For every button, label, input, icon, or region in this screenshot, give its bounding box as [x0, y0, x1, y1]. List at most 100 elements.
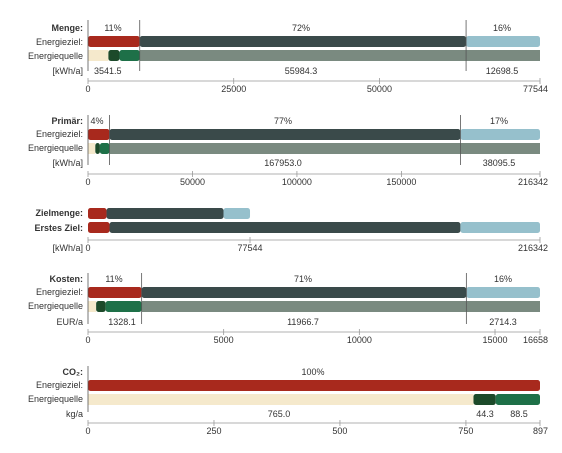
panel-kosten: Kosten: Energieziel: Energiequelle EUR/a…: [28, 274, 517, 327]
panel-title: CO₂:: [63, 367, 84, 377]
pct-label-2: 72%: [292, 23, 310, 33]
primaer-row1-bar-2: [109, 129, 461, 140]
ziel-row2-bar-2: [109, 222, 461, 233]
value-label-2: 167953.0: [264, 158, 302, 168]
kosten-tick-label-1: 0: [85, 335, 90, 345]
pct-label-3: 16%: [494, 274, 512, 284]
menge-row2-bar-3: [119, 50, 140, 61]
value-label-3: 88.5: [510, 409, 528, 419]
co2-tick-label-1: 0: [85, 426, 90, 436]
row2-label: Energiequelle: [28, 394, 83, 404]
menge-row1-bar-2: [139, 36, 467, 47]
kosten-row1-bar-3: [466, 287, 540, 298]
co2-tick-label-2: 250: [206, 426, 221, 436]
pct-label-1: 11%: [104, 23, 121, 33]
unit-label: kg/a: [66, 409, 83, 419]
co2-row2-bar-1: [88, 394, 474, 405]
primaer-row2-bar-4: [109, 143, 541, 154]
row1-label: Energieziel:: [36, 380, 83, 390]
primaer-tick-label-1: 0: [85, 177, 90, 187]
panel-title: Menge:: [52, 23, 84, 33]
ziel-row1-bar-3: [223, 208, 251, 219]
row2-label: Energiequelle: [28, 301, 83, 311]
primaer-row2-bar-3: [99, 143, 110, 154]
row2-label: Energiequelle: [28, 51, 83, 61]
pct-label-1: 11%: [105, 274, 122, 284]
primaer-tick-label-3: 100000: [282, 177, 312, 187]
pct-label-2: 71%: [294, 274, 312, 284]
menge-row2-bar-4: [139, 50, 541, 61]
kosten-tick-label-2: 5000: [214, 335, 234, 345]
kosten-row2-bar-4: [141, 301, 540, 312]
menge-row2-bar-1: [88, 50, 109, 61]
kosten-row2-bar-1: [88, 301, 97, 312]
primaer-tick-label-4: 150000: [386, 177, 416, 187]
kosten-row1-bar-2: [141, 287, 467, 298]
co2-tick-label-3: 500: [332, 426, 347, 436]
menge-tick-label-4: 77544: [523, 84, 548, 94]
value-label-1: 3541.5: [94, 66, 122, 76]
kosten-row1-bar-1: [88, 287, 142, 298]
unit-label: [kWh/a]: [52, 158, 83, 168]
row1-label: Energieziel:: [36, 37, 83, 47]
kosten-tick-label-4: 15000: [482, 335, 507, 345]
value-label-3: 12698.5: [486, 66, 519, 76]
value-label-3: 38095.5: [483, 158, 516, 168]
unit-label: EUR/a: [56, 317, 83, 327]
primaer-row1-bar-1: [88, 129, 110, 140]
primaer-row2-bar-2: [95, 143, 100, 154]
ziel-row2-bar-3: [460, 222, 540, 233]
menge-row1-bar-1: [88, 36, 140, 47]
panel-menge: Menge: Energieziel: Energiequelle [kWh/a…: [28, 23, 518, 76]
pct-label-1: 4%: [90, 116, 103, 126]
kosten-row2-bar-2: [96, 301, 106, 312]
panel-title: Kosten:: [50, 274, 84, 284]
row1-label: Energieziel:: [36, 129, 83, 139]
ziel-row1-bar-2: [106, 208, 224, 219]
kosten-tick-label-3: 10000: [347, 335, 372, 345]
menge-row1-bar-3: [466, 36, 540, 47]
menge-tick-label-1: 0: [85, 84, 90, 94]
value-label-2: 11966.7: [287, 317, 319, 327]
co2-row2-bar-2: [473, 394, 496, 405]
row2-label: Energiequelle: [28, 143, 83, 153]
ziel-tick-label-2: 77544: [237, 243, 262, 253]
kosten-row2-bar-3: [105, 301, 142, 312]
pct-label-2: 77%: [274, 116, 292, 126]
row2-label: Erstes Ziel:: [34, 223, 83, 233]
value-label-3: 2714.3: [489, 317, 517, 327]
value-label-2: 44.3: [476, 409, 494, 419]
ziel-tick-label-1: 0: [85, 243, 90, 253]
primaer-tick-label-5: 216342: [518, 177, 548, 187]
primaer-row1-bar-3: [460, 129, 540, 140]
row1-label: Energieziel:: [36, 287, 83, 297]
value-label-1: 765.0: [268, 409, 291, 419]
row1-label: Zielmenge:: [35, 208, 83, 218]
primaer-row2-bar-1: [88, 143, 96, 154]
menge-row2-bar-2: [108, 50, 120, 61]
co2-row1-bar-1: [88, 380, 540, 391]
ziel-row2-bar-1: [88, 222, 110, 233]
panel-ziel: Zielmenge: Erstes Ziel: [kWh/a]: [34, 208, 83, 253]
panel-co2: CO₂: Energieziel: Energiequelle kg/a 100…: [28, 367, 528, 419]
ziel-tick-label-3: 216342: [518, 243, 548, 253]
pct-label-3: 16%: [493, 23, 511, 33]
ziel-row1-bar-1: [88, 208, 107, 219]
co2-tick-label-4: 750: [458, 426, 473, 436]
panel-title: Primär:: [51, 116, 83, 126]
unit-label: [kWh/a]: [52, 66, 83, 76]
value-label-1: 1328.1: [108, 317, 136, 327]
panel-primaer: Primär: Energieziel: Energiequelle [kWh/…: [28, 116, 515, 168]
unit-label: [kWh/a]: [52, 243, 83, 253]
pct-label-1: 100%: [301, 367, 324, 377]
value-label-2: 55984.3: [285, 66, 318, 76]
kosten-tick-label-5: 16658: [523, 335, 548, 345]
menge-tick-label-2: 25000: [221, 84, 246, 94]
co2-tick-label-5: 897: [533, 426, 548, 436]
pct-label-3: 17%: [490, 116, 508, 126]
primaer-tick-label-2: 50000: [180, 177, 205, 187]
menge-tick-label-3: 50000: [367, 84, 392, 94]
co2-row2-bar-3: [495, 394, 540, 405]
